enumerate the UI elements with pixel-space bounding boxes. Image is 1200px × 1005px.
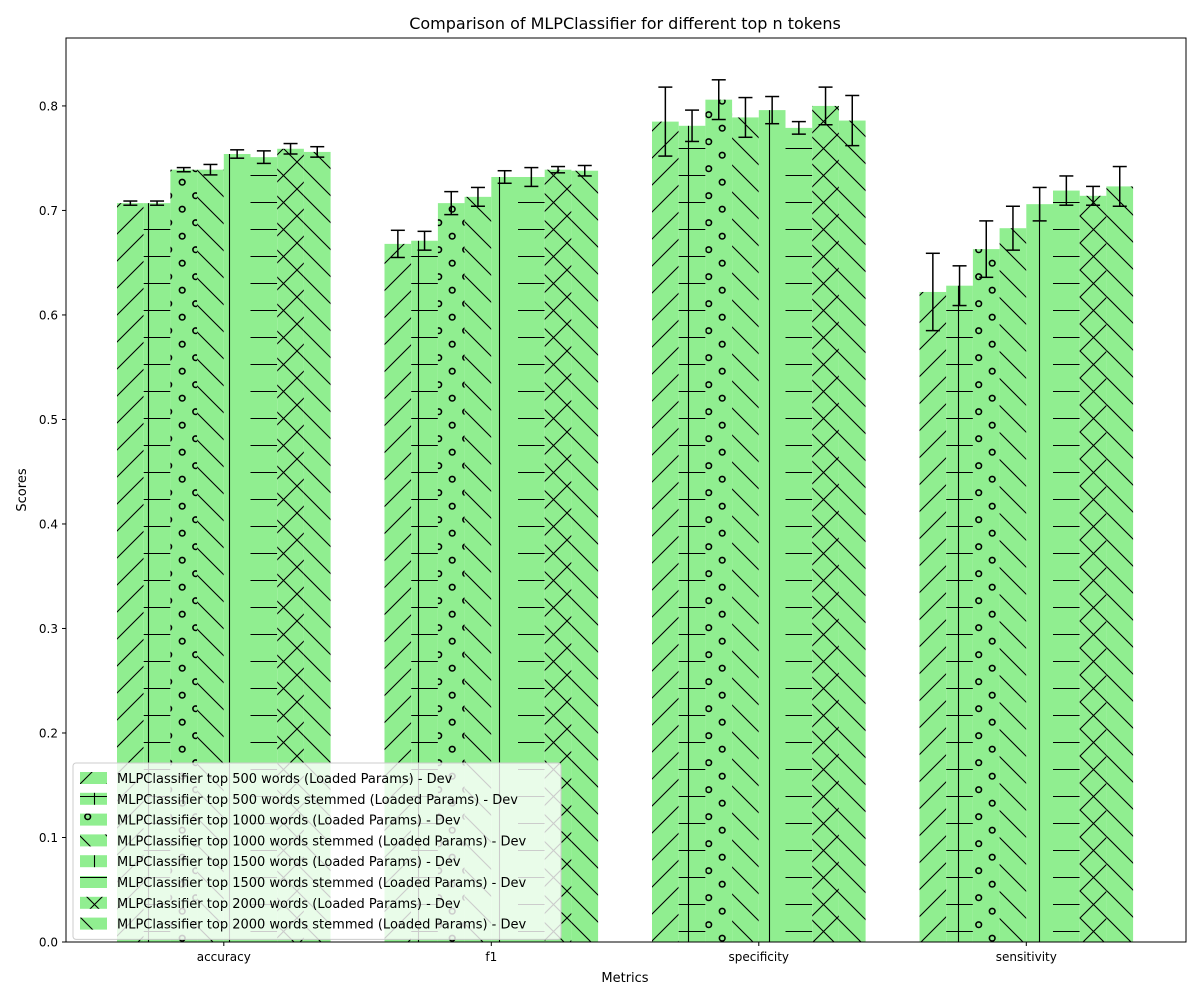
legend-label: MLPClassifier top 1000 words stemmed (Lo…: [117, 834, 527, 849]
error-bar-f1-series-8: [577, 164, 592, 177]
bar-sensitivity-series-3: [972, 249, 1000, 942]
bar-specificity-series-4: [732, 117, 759, 943]
error-bar-f1-series-6: [524, 166, 539, 188]
error-bar-specificity-series-2: [685, 109, 700, 143]
error-bar-sensitivity-series-4: [1005, 205, 1020, 251]
bar-specificity-series-5: [758, 110, 786, 943]
x-tick-label: accuracy: [197, 950, 251, 964]
legend-swatch: [80, 855, 107, 868]
error-bar-accuracy-series-4: [203, 163, 218, 176]
bar-specificity-series-8: [838, 120, 866, 943]
error-bar-accuracy-series-5: [230, 149, 245, 159]
axes-frame: [65, 37, 1187, 943]
y-tick-label: 0.4: [39, 517, 58, 531]
y-tick-label: 0.8: [39, 99, 58, 113]
bar-sensitivity-series-6: [1053, 190, 1080, 943]
y-tick-label: 0.1: [39, 831, 58, 845]
legend-label: MLPClassifier top 1500 words stemmed (Lo…: [117, 876, 527, 891]
error-bar-specificity-series-4: [738, 96, 753, 139]
error-bar-accuracy-series-7: [283, 142, 298, 155]
error-bar-sensitivity-series-1: [925, 252, 940, 332]
error-bar-specificity-series-6: [791, 120, 806, 135]
bar-specificity-series-1: [652, 121, 679, 942]
y-axis-label: Scores: [15, 468, 30, 511]
y-tick-label: 0.3: [39, 622, 58, 636]
error-bar-specificity-series-8: [845, 94, 860, 147]
error-bar-specificity-series-1: [658, 86, 673, 157]
bar-specificity-series-7: [812, 105, 839, 942]
legend-label: MLPClassifier top 500 words (Loaded Para…: [117, 772, 453, 787]
legend-swatch: [80, 896, 107, 909]
bar-sensitivity-series-8: [1106, 186, 1134, 942]
bar-sensitivity-series-2: [946, 285, 973, 942]
error-bar-sensitivity-series-3: [979, 220, 994, 279]
legend-swatch: [80, 876, 107, 888]
legend-swatch: [80, 792, 107, 805]
x-tick-label: sensitivity: [996, 950, 1057, 964]
error-bar-accuracy-series-1: [123, 200, 138, 206]
legend-label: MLPClassifier top 500 words stemmed (Loa…: [117, 793, 518, 808]
error-bar-sensitivity-series-7: [1086, 185, 1101, 206]
bar-sensitivity-series-1: [919, 291, 947, 942]
error-bar-f1-series-3: [444, 190, 459, 216]
bar-specificity-series-3: [705, 99, 733, 943]
error-bar-f1-series-4: [470, 186, 485, 208]
error-bar-f1-series-7: [551, 165, 566, 174]
error-bar-specificity-series-7: [818, 86, 833, 126]
y-tick-label: 0.0: [39, 936, 58, 950]
error-bar-f1-series-2: [417, 230, 432, 251]
plot-area: 0.0 0.1 0.2 0.3 0.4 0.5 0.6 0.7 0.8 accuracy f1 spe…: [39, 37, 1187, 964]
error-bar-f1-series-1: [390, 229, 405, 259]
x-axis-label: Metrics: [601, 971, 648, 986]
error-bar-accuracy-series-2: [150, 200, 165, 206]
y-tick-label: 0.7: [39, 204, 58, 218]
bar-sensitivity-series-5: [1026, 204, 1053, 942]
x-tick-label: f1: [485, 950, 497, 964]
y-tick-label: 0.6: [39, 308, 58, 322]
error-bar-sensitivity-series-6: [1059, 175, 1074, 206]
legend-label: MLPClassifier top 2000 words (Loaded Par…: [117, 897, 461, 912]
legend-swatch: [80, 813, 107, 826]
error-bar-specificity-series-3: [711, 79, 726, 121]
error-bar-specificity-series-5: [765, 95, 780, 125]
legend-label: MLPClassifier top 1000 words (Loaded Par…: [117, 814, 461, 829]
error-bar-accuracy-series-8: [310, 145, 325, 158]
error-bar-f1-series-5: [497, 169, 512, 185]
bar-sensitivity-series-4: [999, 228, 1027, 942]
y-tick-label: 0.2: [39, 726, 58, 740]
legend-swatch: [80, 834, 107, 847]
error-bar-accuracy-series-3: [176, 166, 191, 173]
error-bar-sensitivity-series-2: [952, 265, 967, 307]
legend-swatch: [80, 917, 107, 930]
bar-specificity-series-6: [785, 127, 813, 943]
error-bar-accuracy-series-6: [256, 150, 271, 165]
legend-swatch: [80, 772, 107, 784]
legend: MLPClassifier top 500 words (Loaded Para…: [72, 762, 562, 940]
error-bar-sensitivity-series-5: [1032, 186, 1047, 222]
legend-box: [72, 762, 562, 940]
legend-label: MLPClassifier top 2000 words stemmed (Lo…: [117, 918, 527, 933]
error-bar-sensitivity-series-8: [1112, 165, 1127, 208]
bar-specificity-series-2: [678, 125, 706, 942]
legend-label: MLPClassifier top 1500 words (Loaded Par…: [117, 855, 461, 870]
y-tick-label: 0.5: [39, 413, 58, 427]
x-tick-label: specificity: [729, 950, 789, 964]
bar-f1-series-8: [571, 170, 599, 942]
bar-sensitivity-series-7: [1079, 195, 1107, 942]
chart-title: Comparison of MLPClassifier for differen…: [409, 14, 841, 33]
